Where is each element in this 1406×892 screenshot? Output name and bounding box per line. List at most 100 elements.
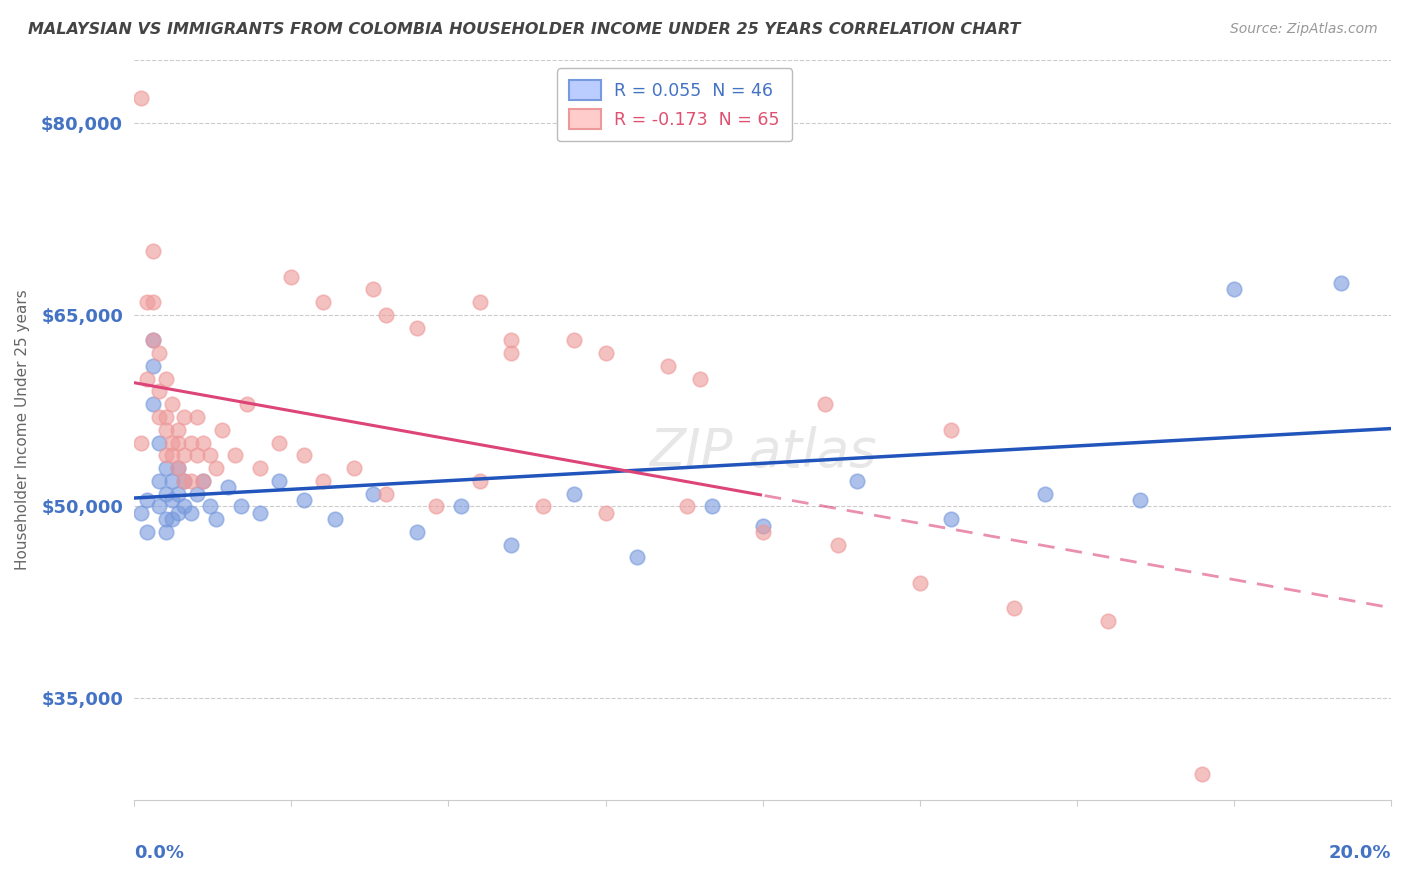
Point bbox=[167, 506, 190, 520]
Point bbox=[193, 474, 215, 488]
Point bbox=[180, 435, 202, 450]
Point bbox=[173, 474, 195, 488]
Point bbox=[160, 493, 183, 508]
Point bbox=[167, 461, 190, 475]
Point bbox=[148, 474, 170, 488]
Point bbox=[148, 410, 170, 425]
Point bbox=[562, 334, 585, 348]
Point bbox=[374, 308, 396, 322]
Point bbox=[135, 493, 157, 508]
Point bbox=[374, 486, 396, 500]
Point bbox=[908, 576, 931, 591]
Point bbox=[280, 269, 302, 284]
Point bbox=[142, 295, 165, 310]
Point bbox=[155, 486, 177, 500]
Point bbox=[155, 512, 177, 526]
Point bbox=[229, 500, 252, 514]
Point bbox=[406, 524, 429, 539]
Point bbox=[224, 448, 246, 462]
Point bbox=[142, 334, 165, 348]
Point bbox=[180, 506, 202, 520]
Point bbox=[657, 359, 679, 373]
Point bbox=[129, 91, 152, 105]
Point bbox=[751, 524, 773, 539]
Point bbox=[312, 474, 335, 488]
Point bbox=[142, 397, 165, 411]
Point bbox=[148, 500, 170, 514]
Point bbox=[155, 372, 177, 386]
Point bbox=[186, 410, 208, 425]
Point bbox=[501, 334, 523, 348]
Point bbox=[142, 334, 165, 348]
Point bbox=[702, 500, 724, 514]
Point bbox=[173, 410, 195, 425]
Point bbox=[267, 474, 290, 488]
Point bbox=[205, 512, 228, 526]
Point bbox=[249, 506, 271, 520]
Point bbox=[425, 500, 447, 514]
Point bbox=[205, 461, 228, 475]
Point bbox=[676, 500, 699, 514]
Point bbox=[155, 423, 177, 437]
Text: ZIP atlas: ZIP atlas bbox=[648, 426, 876, 478]
Text: MALAYSIAN VS IMMIGRANTS FROM COLOMBIA HOUSEHOLDER INCOME UNDER 25 YEARS CORRELAT: MALAYSIAN VS IMMIGRANTS FROM COLOMBIA HO… bbox=[28, 22, 1021, 37]
Legend: R = 0.055  N = 46, R = -0.173  N = 65: R = 0.055 N = 46, R = -0.173 N = 65 bbox=[557, 69, 792, 141]
Point bbox=[186, 486, 208, 500]
Point bbox=[562, 486, 585, 500]
Point bbox=[148, 346, 170, 360]
Point bbox=[129, 435, 152, 450]
Point bbox=[173, 500, 195, 514]
Point bbox=[160, 512, 183, 526]
Point bbox=[626, 550, 648, 565]
Point bbox=[142, 244, 165, 258]
Point bbox=[468, 474, 491, 488]
Text: 20.0%: 20.0% bbox=[1329, 845, 1391, 863]
Point bbox=[129, 506, 152, 520]
Point bbox=[323, 512, 346, 526]
Point bbox=[689, 372, 711, 386]
Point bbox=[198, 500, 221, 514]
Point bbox=[267, 435, 290, 450]
Point bbox=[142, 359, 165, 373]
Point bbox=[814, 397, 837, 411]
Y-axis label: Householder Income Under 25 years: Householder Income Under 25 years bbox=[15, 289, 30, 570]
Point bbox=[148, 384, 170, 399]
Point bbox=[135, 295, 157, 310]
Point bbox=[186, 448, 208, 462]
Point bbox=[845, 474, 868, 488]
Point bbox=[406, 320, 429, 334]
Point bbox=[211, 423, 233, 437]
Point bbox=[160, 435, 183, 450]
Point bbox=[292, 493, 315, 508]
Point bbox=[939, 512, 962, 526]
Point bbox=[343, 461, 366, 475]
Point bbox=[751, 518, 773, 533]
Point bbox=[236, 397, 259, 411]
Point bbox=[501, 538, 523, 552]
Point bbox=[135, 524, 157, 539]
Point bbox=[180, 474, 202, 488]
Point bbox=[135, 372, 157, 386]
Point bbox=[167, 435, 190, 450]
Point bbox=[1097, 614, 1119, 628]
Point bbox=[1129, 493, 1152, 508]
Point bbox=[193, 474, 215, 488]
Text: 0.0%: 0.0% bbox=[134, 845, 184, 863]
Point bbox=[173, 448, 195, 462]
Point bbox=[160, 397, 183, 411]
Point bbox=[827, 538, 849, 552]
Point bbox=[160, 474, 183, 488]
Point bbox=[218, 480, 240, 494]
Point bbox=[1330, 276, 1353, 290]
Point bbox=[167, 423, 190, 437]
Point bbox=[361, 282, 384, 296]
Point bbox=[193, 435, 215, 450]
Point bbox=[1223, 282, 1246, 296]
Point bbox=[1035, 486, 1057, 500]
Point bbox=[167, 461, 190, 475]
Point bbox=[155, 410, 177, 425]
Point bbox=[148, 435, 170, 450]
Point bbox=[167, 486, 190, 500]
Point bbox=[249, 461, 271, 475]
Point bbox=[501, 346, 523, 360]
